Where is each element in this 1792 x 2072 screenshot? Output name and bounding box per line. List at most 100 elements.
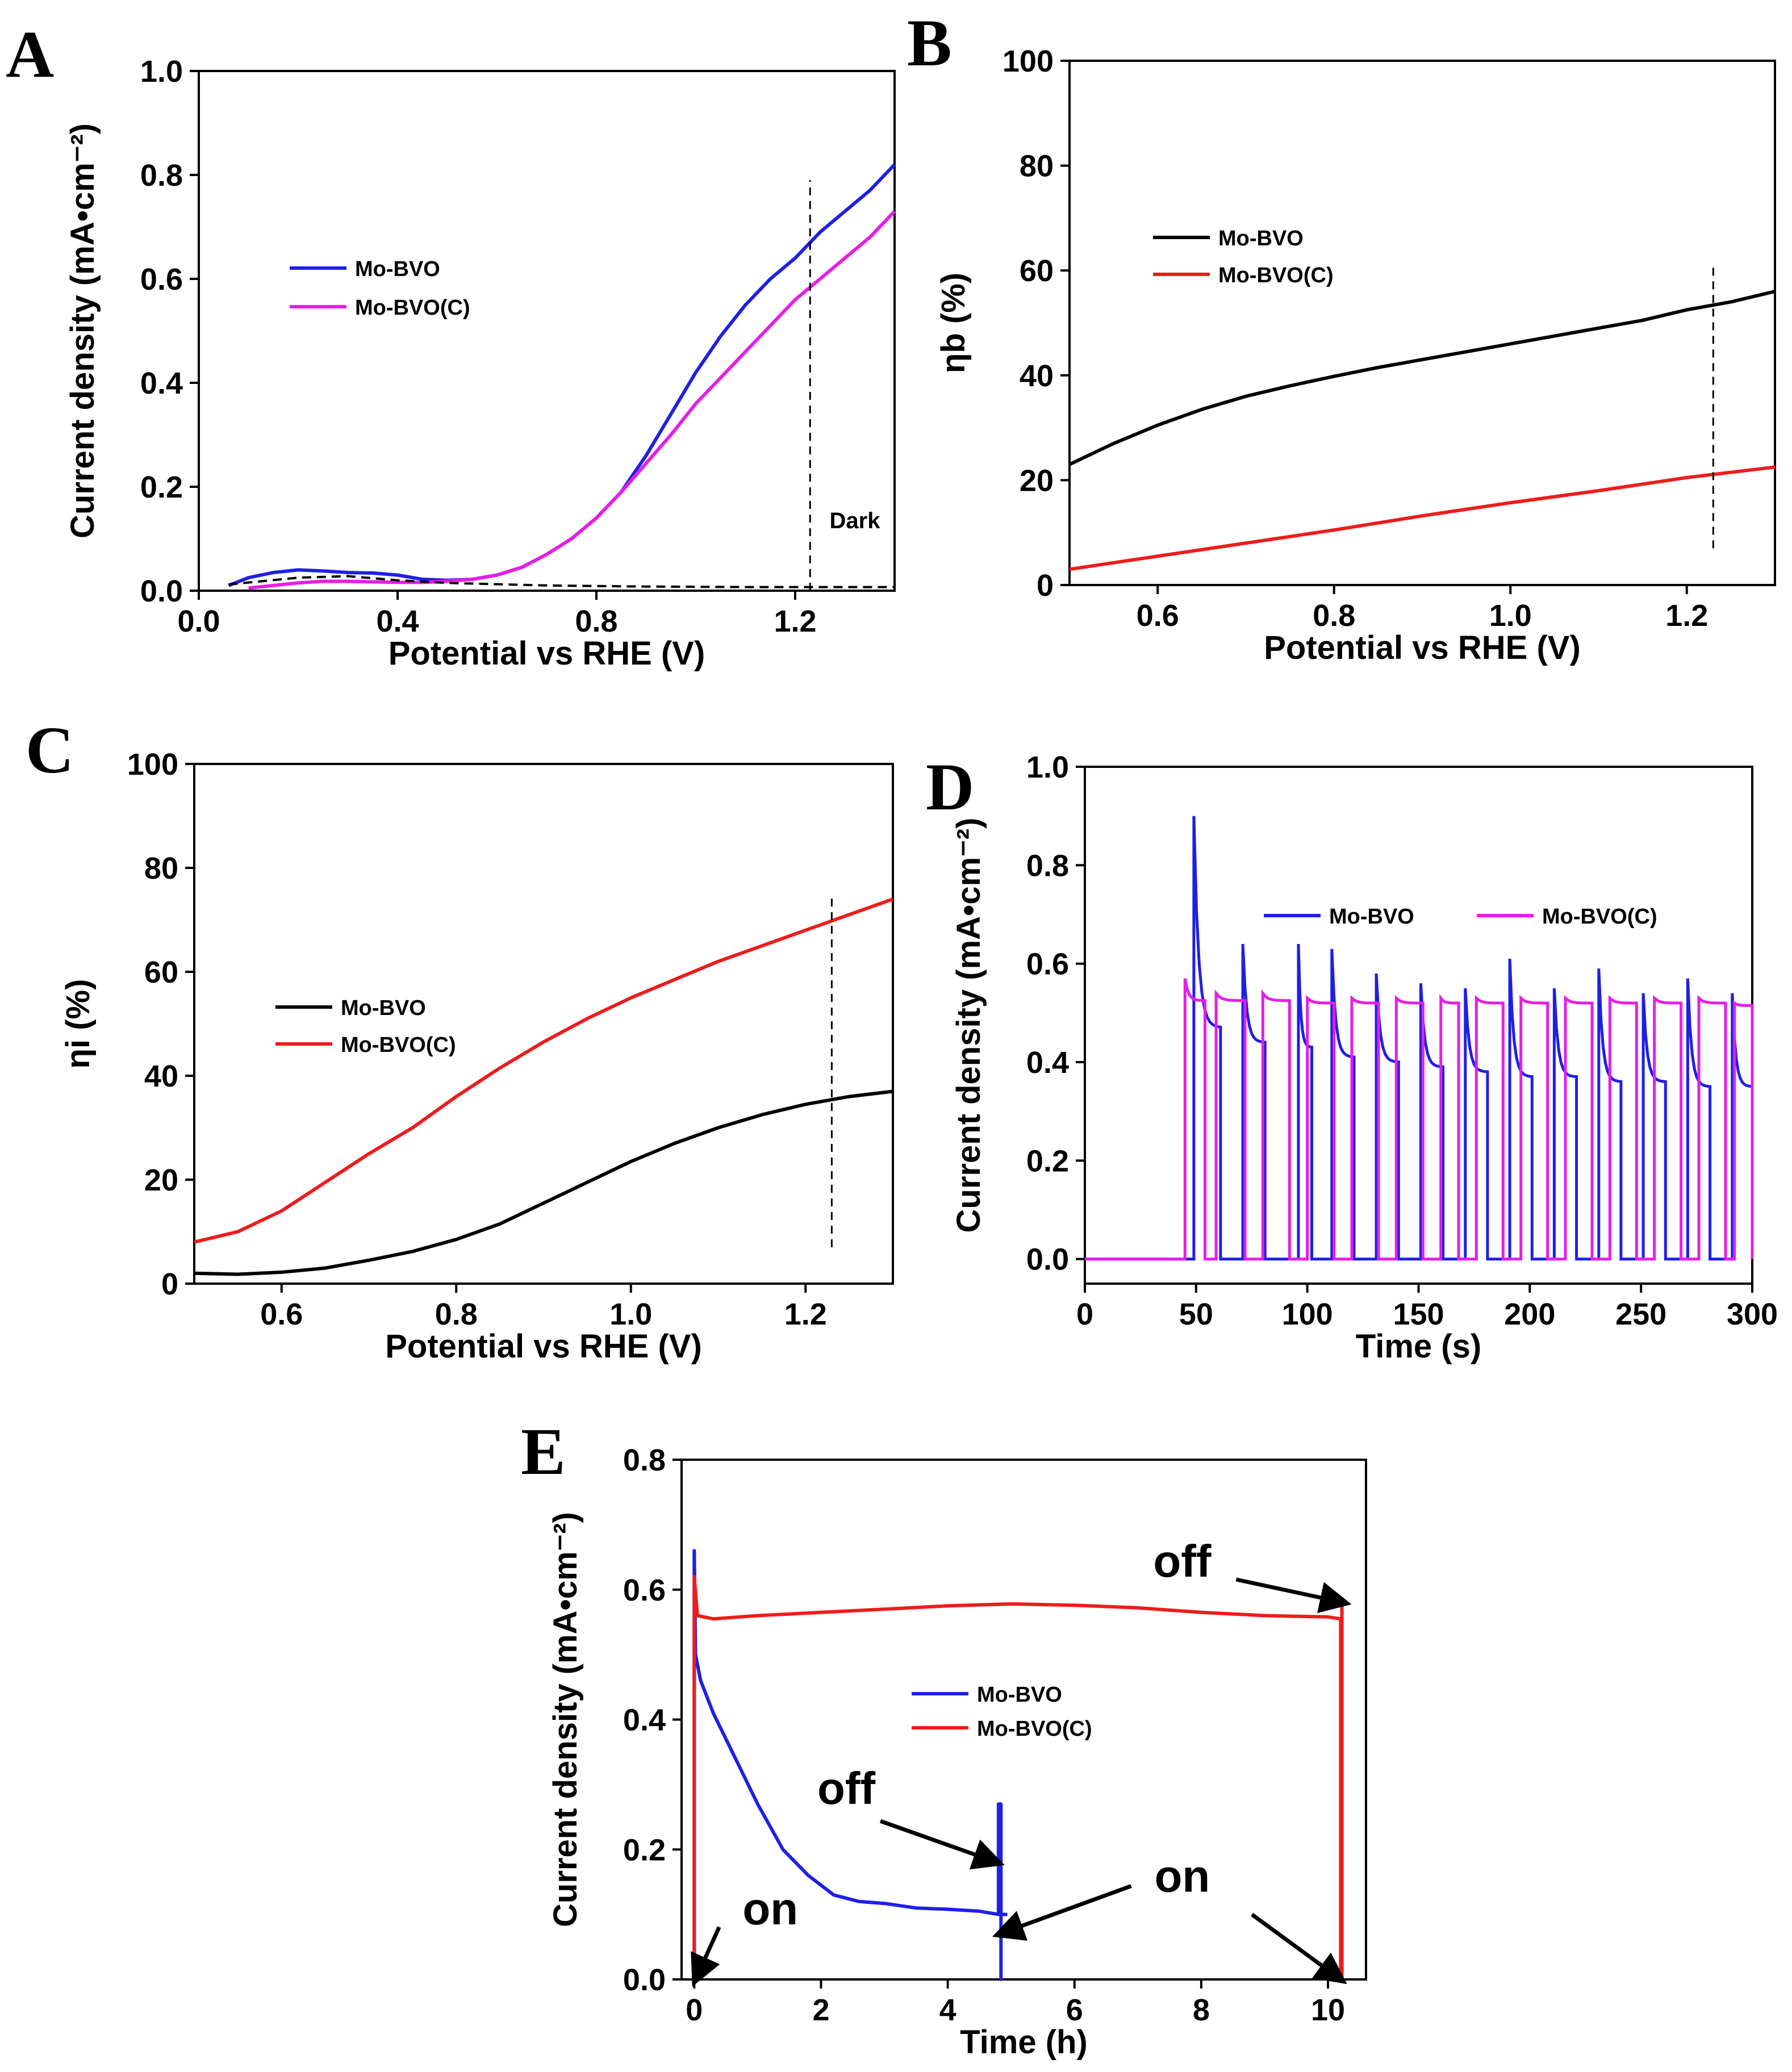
chart-C-xtick-label: 0.8 (435, 1297, 478, 1331)
chart-E-ytick-label: 0.6 (623, 1573, 666, 1607)
chart-D-series-1 (1085, 978, 1754, 1261)
chart-B-ytick-label: 0 (1037, 569, 1054, 603)
chart-E-panel-letter: E (521, 1414, 566, 1489)
chart-E-series-0 (692, 1549, 1008, 1981)
chart-E-xtick-label: 2 (812, 1993, 829, 2027)
chart-A-series-0 (228, 163, 896, 587)
chart-C-series-1 (194, 897, 894, 1244)
chart-E-xtick-label: 8 (1193, 1993, 1210, 2027)
chart-D-ylabel: Current density (mA•cm⁻²) (950, 818, 987, 1233)
chart-E-xtick-label: 6 (1066, 1993, 1083, 2027)
chart-A-xtick-label: 1.2 (774, 604, 816, 638)
chart-A-ytick-label: 1.0 (140, 55, 183, 89)
chart-C-legend-label: Mo-BVO(C) (341, 1033, 456, 1057)
chart-C-ytick-label: 40 (144, 1059, 178, 1093)
chart-D-xtick-label: 50 (1179, 1297, 1213, 1331)
chart-D-xlabel: Time (s) (1356, 1328, 1481, 1365)
chart-A-xtick-label: 0.4 (376, 604, 419, 638)
chart-B-xtick-label: 1.0 (1489, 599, 1532, 633)
chart-B-series-0 (1068, 290, 1776, 466)
chart-B-ytick-label: 20 (1020, 463, 1054, 498)
chart-E-arrow (691, 1926, 721, 1987)
chart-C-legend-label: Mo-BVO (341, 996, 426, 1020)
chart-D-xtick-label: 0 (1076, 1297, 1093, 1331)
chart-B-series-1 (1069, 465, 1776, 571)
chart-B-xtick-label: 0.8 (1313, 599, 1355, 633)
chart-A-frame (198, 70, 896, 592)
chart-E-annotation-on: on (742, 1883, 798, 1934)
chart-E-xtick-label: 10 (1311, 1993, 1345, 2027)
chart-D-ytick-label: 0.0 (1026, 1243, 1069, 1277)
chart-A-dark-label: Dark (830, 508, 881, 533)
chart-A-xtick-label: 0.0 (177, 604, 220, 638)
chart-D-panel-letter: D (926, 750, 974, 824)
chart-C-panel-letter: C (26, 713, 74, 787)
chart-D-legend-label: Mo-BVO(C) (1542, 905, 1657, 929)
chart-B-xlabel: Potential vs RHE (V) (1264, 629, 1581, 666)
chart-E-ytick-label: 0.4 (623, 1703, 666, 1737)
chart-A-ytick-label: 0.4 (140, 366, 183, 400)
chart-D-xtick-label: 250 (1615, 1297, 1666, 1331)
chart-C-xlabel: Potential vs RHE (V) (385, 1328, 702, 1365)
chart-B-ylabel: ηb (%) (935, 273, 972, 373)
chart-E-arrow (992, 1884, 1132, 1941)
chart-E-xlabel: Time (h) (960, 2024, 1088, 2061)
chart-E-legend-label: Mo-BVO (977, 1683, 1062, 1707)
chart-A-ytick-label: 0.8 (140, 158, 183, 193)
chart-E-ytick-label: 0.0 (623, 1963, 666, 1997)
chart-D-xtick-label: 150 (1393, 1297, 1444, 1331)
chart-D-legend-label: Mo-BVO (1329, 905, 1414, 929)
chart-D-ytick-label: 0.8 (1026, 849, 1069, 883)
chart-B-legend-label: Mo-BVO(C) (1218, 264, 1334, 287)
chart-C-xtick-label: 0.6 (260, 1297, 303, 1331)
chart-E-annotation-on: on (1155, 1851, 1210, 1902)
chart-C-ytick-label: 60 (144, 955, 178, 989)
chart-A-panel-letter: A (6, 17, 54, 91)
chart-A-legend-label: Mo-BVO(C) (355, 296, 470, 320)
chart-C-ytick-label: 20 (144, 1163, 178, 1197)
chart-C-ytick-label: 100 (127, 747, 178, 782)
chart-D-xtick-label: 300 (1727, 1297, 1778, 1331)
chart-A-series-1 (248, 210, 896, 590)
chart-E-ytick-label: 0.8 (623, 1443, 666, 1477)
chart-B-legend-label: Mo-BVO (1218, 227, 1304, 250)
chart-E-arrow (1235, 1577, 1352, 1614)
chart-A-ylabel: Current density (mA•cm⁻²) (64, 123, 101, 538)
chart-E-xtick-label: 4 (939, 1993, 956, 2027)
chart-E-arrow (879, 1819, 1005, 1870)
chart-E-legend-label: Mo-BVO(C) (977, 1717, 1092, 1741)
chart-B-ytick-label: 60 (1020, 254, 1054, 288)
chart-D-xtick-label: 200 (1504, 1297, 1555, 1331)
chart-C-xtick-label: 1.2 (784, 1297, 827, 1331)
chart-A-ytick-label: 0.0 (140, 574, 183, 608)
chart-C-xtick-label: 1.0 (609, 1297, 652, 1331)
chart-C-ytick-label: 0 (161, 1267, 178, 1301)
chart-D-ytick-label: 0.6 (1026, 947, 1069, 981)
chart-B-ytick-label: 40 (1020, 359, 1054, 393)
chart-C-ytick-label: 80 (144, 851, 178, 885)
chart-E-annotation-off: off (1153, 1536, 1212, 1586)
chart-A-ytick-label: 0.2 (140, 470, 183, 504)
chart-E-ytick-label: 0.2 (623, 1833, 666, 1867)
chart-E-annotation-off: off (817, 1763, 876, 1814)
chart-C-ylabel: ηi (%) (60, 979, 97, 1069)
chart-A-legend-label: Mo-BVO (355, 257, 440, 281)
chart-B-frame (1068, 60, 1776, 586)
chart-D-ytick-label: 0.2 (1026, 1144, 1069, 1178)
chart-D-ytick-label: 1.0 (1026, 750, 1069, 784)
chart-A-xtick-label: 0.8 (575, 604, 617, 638)
chart-B-panel-letter: B (907, 6, 952, 80)
chart-B-xtick-label: 1.2 (1665, 599, 1708, 633)
chart-E-xtick-label: 0 (686, 1993, 703, 2027)
chart-E-arrow (1251, 1912, 1347, 1985)
chart-B-ytick-label: 100 (1002, 44, 1054, 78)
chart-C-frame (193, 763, 894, 1285)
chart-B-xtick-label: 0.6 (1137, 599, 1179, 633)
chart-C-series-0 (194, 1089, 893, 1276)
chart-A-ytick-label: 0.6 (140, 262, 183, 296)
chart-B-ytick-label: 80 (1020, 149, 1054, 183)
chart-E-ylabel: Current density (mA•cm⁻²) (547, 1512, 584, 1927)
chart-D-ytick-label: 0.4 (1026, 1046, 1069, 1080)
chart-A-xlabel: Potential vs RHE (V) (389, 635, 705, 672)
